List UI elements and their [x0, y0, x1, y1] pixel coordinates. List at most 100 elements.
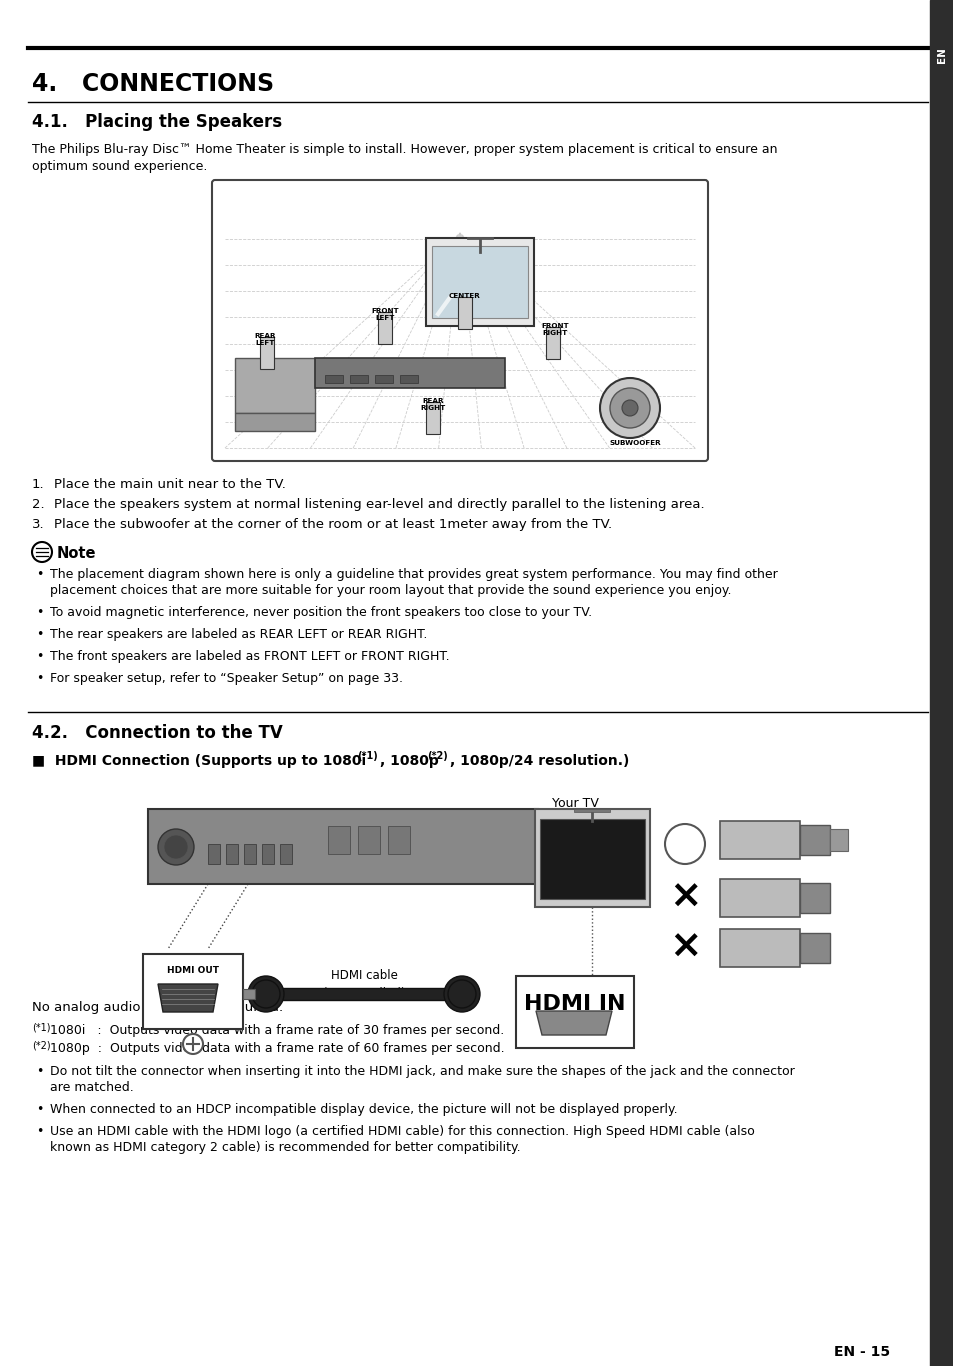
- Bar: [262, 844, 274, 865]
- Text: The rear speakers are labeled as REAR LEFT or REAR RIGHT.: The rear speakers are labeled as REAR LE…: [50, 628, 427, 641]
- Bar: [325, 376, 343, 382]
- Bar: [929, 0, 953, 1366]
- Text: (*2): (*2): [427, 751, 447, 761]
- Bar: [426, 238, 534, 326]
- Bar: [800, 825, 829, 855]
- Text: ×: ×: [668, 928, 700, 966]
- Circle shape: [443, 975, 479, 1012]
- Text: Note: Note: [57, 546, 96, 561]
- Text: •: •: [36, 650, 43, 663]
- Text: When connected to an HDCP incompatible display device, the picture will not be d: When connected to an HDCP incompatible d…: [50, 1102, 677, 1116]
- Bar: [375, 376, 393, 382]
- Circle shape: [664, 824, 704, 865]
- Bar: [539, 820, 644, 899]
- Bar: [800, 882, 829, 912]
- Text: ×: ×: [668, 878, 700, 917]
- Text: ■  HDMI Connection (Supports up to 1080i: ■ HDMI Connection (Supports up to 1080i: [32, 754, 366, 768]
- Circle shape: [183, 1034, 203, 1055]
- Bar: [377, 311, 392, 344]
- Text: 1.: 1.: [32, 478, 45, 490]
- Text: •: •: [36, 1065, 43, 1078]
- Bar: [574, 809, 609, 811]
- Text: SUBWOOFER: SUBWOOFER: [609, 440, 660, 447]
- Bar: [720, 929, 800, 967]
- Polygon shape: [158, 984, 218, 1012]
- Text: Your TV: Your TV: [551, 796, 598, 810]
- Text: HDMI cable
(not supplied): HDMI cable (not supplied): [322, 968, 405, 1000]
- Circle shape: [599, 378, 659, 438]
- Text: For speaker setup, refer to “Speaker Setup” on page 33.: For speaker setup, refer to “Speaker Set…: [50, 672, 402, 684]
- Bar: [535, 809, 649, 907]
- Text: (*1): (*1): [356, 751, 377, 761]
- Text: 1080i   :  Outputs video data with a frame rate of 30 frames per second.: 1080i : Outputs video data with a frame …: [50, 1024, 504, 1037]
- Text: 4.   CONNECTIONS: 4. CONNECTIONS: [32, 72, 274, 96]
- Text: Place the speakers system at normal listening ear-level and directly parallel to: Place the speakers system at normal list…: [54, 499, 704, 511]
- Bar: [148, 809, 537, 884]
- Text: •: •: [36, 1102, 43, 1116]
- Text: To avoid magnetic interference, never position the front speakers too close to y: To avoid magnetic interference, never po…: [50, 607, 592, 619]
- Text: FRONT
RIGHT: FRONT RIGHT: [540, 322, 568, 336]
- Text: The Philips Blu-ray Disc™ Home Theater is simple to install. However, proper sys: The Philips Blu-ray Disc™ Home Theater i…: [32, 143, 777, 156]
- Circle shape: [158, 829, 193, 865]
- Text: 3.: 3.: [32, 518, 45, 531]
- Text: The front speakers are labeled as FRONT LEFT or FRONT RIGHT.: The front speakers are labeled as FRONT …: [50, 650, 449, 663]
- Circle shape: [32, 542, 52, 561]
- Text: 1080p  :  Outputs video data with a frame rate of 60 frames per second.: 1080p : Outputs video data with a frame …: [50, 1042, 504, 1055]
- Bar: [432, 246, 527, 318]
- Text: (*1): (*1): [32, 1023, 51, 1033]
- Text: EN: EN: [936, 46, 946, 63]
- Bar: [208, 844, 220, 865]
- Bar: [399, 376, 417, 382]
- Bar: [243, 989, 254, 999]
- Bar: [800, 933, 829, 963]
- Text: 2.: 2.: [32, 499, 45, 511]
- Bar: [457, 296, 472, 329]
- Text: HDMI IN: HDMI IN: [524, 994, 625, 1014]
- Text: REAR
LEFT: REAR LEFT: [254, 333, 275, 346]
- Text: known as HDMI category 2 cable) is recommended for better compatibility.: known as HDMI category 2 cable) is recom…: [50, 1141, 520, 1154]
- Polygon shape: [536, 1011, 612, 1035]
- Bar: [234, 358, 314, 413]
- Text: Place the subwoofer at the corner of the room or at least 1meter away from the T: Place the subwoofer at the corner of the…: [54, 518, 612, 531]
- Bar: [143, 953, 243, 1029]
- Text: No analog audio connection required.: No analog audio connection required.: [32, 1001, 283, 1014]
- Circle shape: [448, 979, 476, 1008]
- Bar: [266, 988, 461, 1000]
- Text: The placement diagram shown here is only a guideline that provides great system : The placement diagram shown here is only…: [50, 568, 777, 581]
- Bar: [328, 826, 350, 854]
- Text: FRONT
LEFT: FRONT LEFT: [371, 307, 398, 321]
- Text: are matched.: are matched.: [50, 1081, 133, 1094]
- Circle shape: [252, 979, 280, 1008]
- Bar: [720, 821, 800, 859]
- FancyBboxPatch shape: [212, 180, 707, 460]
- Text: •: •: [36, 607, 43, 619]
- Text: , 1080p/24 resolution.): , 1080p/24 resolution.): [450, 754, 629, 768]
- Text: •: •: [36, 1126, 43, 1138]
- Text: •: •: [36, 568, 43, 581]
- Text: •: •: [36, 628, 43, 641]
- Bar: [388, 826, 410, 854]
- Circle shape: [621, 400, 638, 417]
- Bar: [829, 829, 847, 851]
- Bar: [357, 826, 379, 854]
- Bar: [260, 337, 274, 369]
- Text: (*2): (*2): [32, 1041, 51, 1050]
- Text: Place the main unit near to the TV.: Place the main unit near to the TV.: [54, 478, 286, 490]
- Text: REAR
RIGHT: REAR RIGHT: [420, 398, 445, 411]
- Circle shape: [164, 835, 188, 859]
- Bar: [234, 413, 314, 432]
- Text: Do not tilt the connector when inserting it into the HDMI jack, and make sure th: Do not tilt the connector when inserting…: [50, 1065, 794, 1078]
- Text: optimum sound experience.: optimum sound experience.: [32, 160, 207, 173]
- Text: 4.2.   Connection to the TV: 4.2. Connection to the TV: [32, 724, 282, 742]
- Text: CENTER: CENTER: [449, 292, 480, 299]
- Bar: [314, 358, 504, 388]
- Text: , 1080p: , 1080p: [379, 754, 438, 768]
- Bar: [244, 844, 255, 865]
- Text: placement choices that are more suitable for your room layout that provide the s: placement choices that are more suitable…: [50, 585, 731, 597]
- Bar: [426, 402, 439, 434]
- Text: 4.1.   Placing the Speakers: 4.1. Placing the Speakers: [32, 113, 282, 131]
- Circle shape: [609, 388, 649, 428]
- Bar: [350, 376, 368, 382]
- Text: •: •: [36, 672, 43, 684]
- Bar: [720, 878, 800, 917]
